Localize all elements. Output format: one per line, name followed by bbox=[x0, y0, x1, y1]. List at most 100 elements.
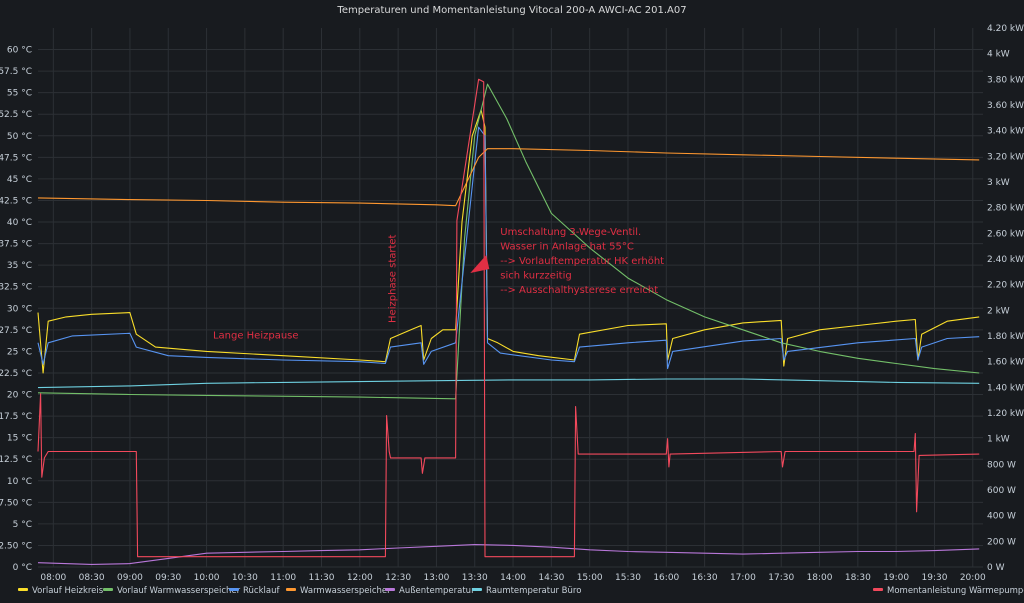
y-right-tick-label: 2.80 kW bbox=[987, 204, 1024, 214]
y-right-tick-label: 3 kW bbox=[987, 178, 1010, 188]
y-right-tick-label: 3.80 kW bbox=[987, 75, 1024, 85]
legend-label: Außentemperatur bbox=[399, 586, 475, 596]
y-right-tick-label: 4.20 kW bbox=[987, 24, 1024, 34]
legend-item[interactable]: Vorlauf Heizkreis bbox=[18, 586, 104, 596]
x-tick-label: 14:00 bbox=[500, 573, 526, 583]
y-axis-right: 0 W 200 W 400 W 600 W 800 W 1 kW 1.20 kW 1.40 k… bbox=[987, 24, 1024, 573]
x-tick-label: 11:30 bbox=[309, 573, 335, 583]
y-left-tick-label: 17.5 °C bbox=[0, 412, 32, 422]
y-left-tick-label: 12.5 °C bbox=[0, 455, 32, 465]
x-axis: 08:00 08:30 09:00 09:30 10:00 10:30 11:00 11:30… bbox=[40, 573, 986, 583]
y-left-tick-label: 37.5 °C bbox=[0, 240, 32, 250]
y-left-tick-label: 15 °C bbox=[7, 434, 32, 444]
annotation-line: sich kurzzeitig bbox=[500, 270, 571, 281]
series-lines bbox=[37, 78, 980, 565]
y-left-tick-label: 20 °C bbox=[7, 391, 32, 401]
legend[interactable]: Vorlauf Heizkreis Vorlauf Warmwasserspeic… bbox=[18, 586, 1024, 596]
y-right-tick-label: 1.40 kW bbox=[987, 383, 1024, 393]
x-tick-label: 09:30 bbox=[155, 573, 181, 583]
y-right-tick-label: 2.60 kW bbox=[987, 229, 1024, 239]
y-left-tick-label: 42.5 °C bbox=[0, 196, 32, 206]
y-right-tick-label: 1.60 kW bbox=[987, 358, 1024, 368]
x-tick-label: 19:00 bbox=[883, 573, 909, 583]
y-left-tick-label: 40 °C bbox=[7, 218, 32, 228]
legend-swatch bbox=[873, 588, 883, 591]
y-right-tick-label: 1.20 kW bbox=[987, 409, 1024, 419]
legend-swatch bbox=[18, 588, 28, 591]
x-tick-label: 12:30 bbox=[385, 573, 411, 583]
legend-label: Warmwasserspeicher bbox=[300, 586, 391, 596]
legend-label: Vorlauf Heizkreis bbox=[32, 586, 104, 596]
legend-item[interactable]: Raumtemperatur Büro bbox=[472, 586, 581, 596]
x-tick-label: 15:00 bbox=[577, 573, 603, 583]
y-left-tick-label: 22.5 °C bbox=[0, 369, 32, 379]
annotations: Lange Heizpause Heizphase startet Umschalt… bbox=[213, 227, 664, 341]
y-left-tick-label: 45 °C bbox=[7, 175, 32, 185]
x-tick-label: 10:00 bbox=[194, 573, 220, 583]
x-tick-label: 15:30 bbox=[615, 573, 641, 583]
annotation-line: Wasser in Anlage hat 55°C bbox=[500, 241, 634, 252]
x-tick-label: 17:30 bbox=[768, 573, 794, 583]
y-right-tick-label: 2 kW bbox=[987, 306, 1010, 316]
legend-swatch bbox=[385, 588, 395, 591]
annotation-lange-heizpause: Lange Heizpause bbox=[213, 330, 299, 341]
legend-label: Vorlauf Warmwasserspeicher bbox=[117, 586, 241, 596]
x-tick-label: 12:00 bbox=[347, 573, 373, 583]
legend-item[interactable]: Warmwasserspeicher bbox=[286, 586, 391, 596]
y-left-tick-label: 35 °C bbox=[7, 261, 32, 271]
y-right-tick-label: 400 W bbox=[987, 512, 1016, 522]
y-left-tick-label: 5 °C bbox=[13, 520, 32, 530]
y-left-tick-label: 27.5 °C bbox=[0, 326, 32, 336]
legend-label: Raumtemperatur Büro bbox=[486, 586, 581, 596]
y-left-tick-label: 7.50 °C bbox=[0, 498, 32, 508]
legend-item[interactable]: Rücklauf bbox=[229, 586, 280, 596]
series-line-vorlauf-warmwasserspeicher bbox=[37, 83, 980, 400]
y-right-tick-label: 3.60 kW bbox=[987, 101, 1024, 111]
x-tick-label: 16:30 bbox=[692, 573, 718, 583]
y-right-tick-label: 2.40 kW bbox=[987, 255, 1024, 265]
y-right-tick-label: 2.20 kW bbox=[987, 281, 1024, 291]
y-left-tick-label: 10 °C bbox=[7, 477, 32, 487]
legend-swatch bbox=[229, 588, 239, 591]
x-tick-label: 20:00 bbox=[960, 573, 986, 583]
y-axis-left: 0 °C 2.50 °C 5 °C 7.50 °C 10 °C 12.5 °C 15 °C 1… bbox=[0, 46, 32, 573]
annotation-line: --> Ausschalthysterese erreicht bbox=[500, 285, 658, 296]
legend-label: Rücklauf bbox=[243, 586, 280, 596]
x-tick-label: 17:00 bbox=[730, 573, 756, 583]
y-left-tick-label: 30 °C bbox=[7, 304, 32, 314]
y-left-tick-label: 55 °C bbox=[7, 89, 32, 99]
x-tick-label: 13:00 bbox=[423, 573, 449, 583]
x-tick-label: 10:30 bbox=[232, 573, 258, 583]
series-line-warmwasserspeicher bbox=[37, 148, 980, 207]
y-left-tick-label: 32.5 °C bbox=[0, 283, 32, 293]
grid bbox=[38, 28, 983, 568]
annotation-marker bbox=[470, 254, 490, 273]
x-tick-label: 14:30 bbox=[538, 573, 564, 583]
legend-swatch bbox=[286, 588, 296, 591]
x-tick-label: 13:30 bbox=[462, 573, 488, 583]
y-right-tick-label: 3.40 kW bbox=[987, 127, 1024, 137]
legend-item[interactable]: Vorlauf Warmwasserspeicher bbox=[103, 586, 241, 596]
legend-item[interactable]: Außentemperatur bbox=[385, 586, 475, 596]
y-right-tick-label: 600 W bbox=[987, 486, 1016, 496]
y-left-tick-label: 25 °C bbox=[7, 347, 32, 357]
legend-swatch bbox=[103, 588, 113, 591]
legend-swatch bbox=[472, 588, 482, 591]
y-right-tick-label: 800 W bbox=[987, 460, 1016, 470]
annotation-umschaltung: Umschaltung 3-Wege-Ventil. Wasser in Anla… bbox=[500, 227, 664, 296]
y-left-tick-label: 2.50 °C bbox=[0, 541, 32, 551]
x-tick-label: 08:30 bbox=[79, 573, 105, 583]
x-tick-label: 08:00 bbox=[40, 573, 66, 583]
y-right-tick-label: 1 kW bbox=[987, 435, 1010, 445]
series-line-rücklauf bbox=[37, 126, 980, 370]
y-right-tick-label: 200 W bbox=[987, 537, 1016, 547]
x-tick-label: 11:00 bbox=[270, 573, 296, 583]
y-left-tick-label: 50 °C bbox=[7, 132, 32, 142]
x-tick-label: 18:30 bbox=[845, 573, 871, 583]
x-tick-label: 19:30 bbox=[922, 573, 948, 583]
chart-title: Temperaturen und Momentanleistung Vitoca… bbox=[336, 5, 686, 16]
legend-item[interactable]: Momentanleistung Wärmepumpe bbox=[873, 586, 1024, 596]
x-tick-label: 16:00 bbox=[653, 573, 679, 583]
x-tick-label: 09:00 bbox=[117, 573, 143, 583]
